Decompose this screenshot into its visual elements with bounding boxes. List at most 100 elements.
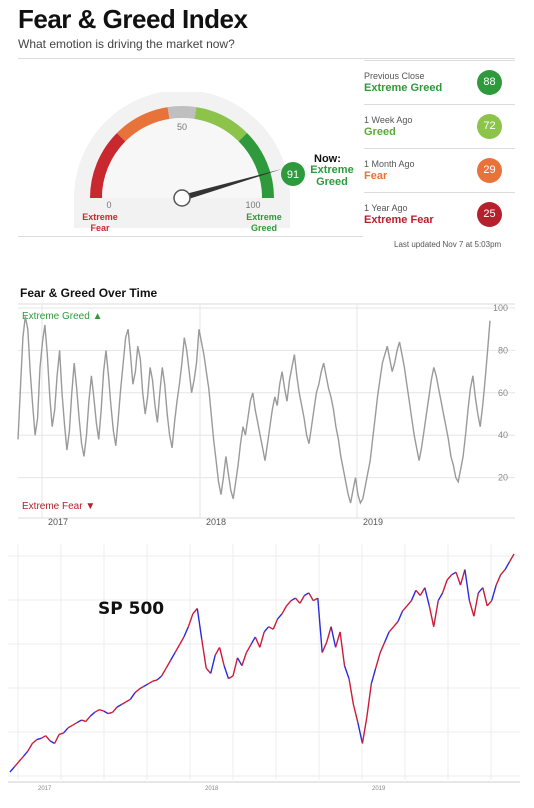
- gauge-value-text: 91: [287, 169, 299, 181]
- sp500-segment: [473, 592, 479, 617]
- sp500-segment: [406, 600, 412, 607]
- sp500-segment: [125, 698, 131, 703]
- sp500-segment: [459, 569, 466, 586]
- gauge-right-label-line2: Greed: [251, 223, 277, 233]
- sp500-segment: [27, 743, 33, 752]
- sp500-segment: [361, 717, 368, 744]
- page-title: Fear & Greed Index: [18, 4, 248, 34]
- sp500-segment: [112, 706, 118, 713]
- comparison-value: Greed: [364, 126, 396, 138]
- sp500-segment: [379, 641, 386, 653]
- sp500-segment: [366, 683, 372, 718]
- gauge-needle-hub: [173, 189, 191, 207]
- sp500-segment: [468, 600, 475, 617]
- sp500-segment: [317, 598, 323, 653]
- comparison-score: 88: [477, 70, 502, 95]
- sp500-segment: [143, 683, 149, 688]
- sp500-segment: [384, 631, 390, 643]
- sp500-segment: [22, 750, 29, 757]
- sp500-segment: [245, 644, 252, 653]
- sp500-segment: [348, 678, 355, 705]
- sp500-segment: [76, 719, 82, 724]
- sp500-segment: [81, 719, 86, 723]
- sp500-segment: [495, 574, 502, 586]
- sp500-segment: [451, 571, 457, 576]
- now-label: Now:: [314, 153, 341, 165]
- sp500-segment: [477, 587, 484, 594]
- gauge-divider: [18, 236, 363, 237]
- gauge-arc: [90, 106, 274, 198]
- sp500-segment: [393, 621, 399, 628]
- now-value-line2: Greed: [316, 176, 348, 188]
- sp500-segment: [9, 766, 16, 773]
- sp500-segment: [156, 675, 163, 681]
- sp500-segment: [415, 589, 421, 596]
- sp500-segment: [250, 636, 256, 646]
- gauge-segment-2: [167, 106, 197, 119]
- sp500-segment: [67, 724, 73, 729]
- comparison-score: 29: [477, 158, 502, 183]
- comparison-label: 1 Month Ago: [364, 159, 415, 169]
- sp500-segment: [326, 626, 332, 643]
- sp500-segment: [259, 631, 265, 648]
- sp500-segment: [183, 626, 190, 638]
- sp500-segment: [370, 668, 377, 684]
- sp500-segment: [107, 711, 113, 715]
- gauge-segment-3: [194, 107, 248, 142]
- y-tick-80: 80: [498, 345, 508, 355]
- gauge-segment-0: [90, 132, 126, 198]
- sp500-title: SP 500: [98, 599, 164, 619]
- chart-y-ticks: 20 40 60 80 100: [493, 303, 508, 483]
- sp500-segment: [138, 685, 145, 690]
- sp500-segment: [201, 639, 207, 669]
- extreme-greed-annotation: Extreme Greed ▲: [22, 311, 102, 322]
- comparison-previous-close: Previous Close Extreme Greed 88: [364, 60, 515, 105]
- sp500-segment: [254, 636, 261, 648]
- sp500-segment: [210, 655, 216, 674]
- sp500-segment: [205, 667, 212, 674]
- comparison-1-week-ago: 1 Week Ago Greed 72: [364, 104, 515, 149]
- gauge-tick-50: 50: [177, 122, 187, 132]
- x-tick-2019: 2019: [363, 517, 383, 527]
- comparison-value: Extreme Greed: [364, 82, 443, 94]
- sp500-segment: [116, 703, 122, 708]
- sp500-segment: [178, 636, 185, 646]
- comparison-label: Previous Close: [364, 71, 425, 81]
- sp500-segment: [357, 722, 364, 744]
- gauge-left-label-line2: Fear: [90, 223, 110, 233]
- extreme-fear-annotation: Extreme Fear ▼: [22, 501, 95, 512]
- sp500-segment: [334, 631, 341, 648]
- sp500-segment: [232, 657, 239, 677]
- sp500-segment: [491, 584, 497, 601]
- sp500-segment: [13, 761, 20, 768]
- sp500-segment: [268, 626, 274, 630]
- sp500-segment: [103, 710, 109, 715]
- gauge-left-label-line1: Extreme: [82, 212, 118, 222]
- sp500-segment: [339, 631, 346, 666]
- chart-gridlines: [18, 304, 515, 519]
- page-subtitle: What emotion is driving the market now?: [18, 37, 235, 51]
- sp500-segment: [312, 597, 319, 602]
- now-value-line1: Extreme: [310, 164, 354, 176]
- sp500-segment: [375, 652, 381, 669]
- sp500-segment: [241, 652, 248, 666]
- over-time-title: Fear & Greed Over Time: [20, 286, 158, 300]
- sp500-segment: [419, 587, 426, 596]
- sp500-segment: [36, 737, 42, 741]
- gauge-inner: [102, 118, 262, 198]
- sp500-segment: [31, 739, 38, 745]
- sp500-segment: [187, 613, 194, 627]
- sp500-series-line: [9, 553, 515, 773]
- sp500-segment: [504, 561, 511, 570]
- sp500-segment: [508, 553, 515, 563]
- sp500-segment: [446, 574, 453, 581]
- gauge-segment-4: [238, 132, 274, 198]
- sp500-segment: [304, 592, 310, 597]
- sp500-chart: SP 500 2017 2018 2019: [8, 544, 520, 792]
- sp500-segment: [281, 605, 288, 615]
- sp500-segment: [424, 587, 430, 607]
- header-divider: [18, 58, 515, 59]
- sp500-segment: [321, 641, 328, 653]
- sp500-segment: [352, 704, 359, 723]
- sp500-segment: [343, 665, 350, 679]
